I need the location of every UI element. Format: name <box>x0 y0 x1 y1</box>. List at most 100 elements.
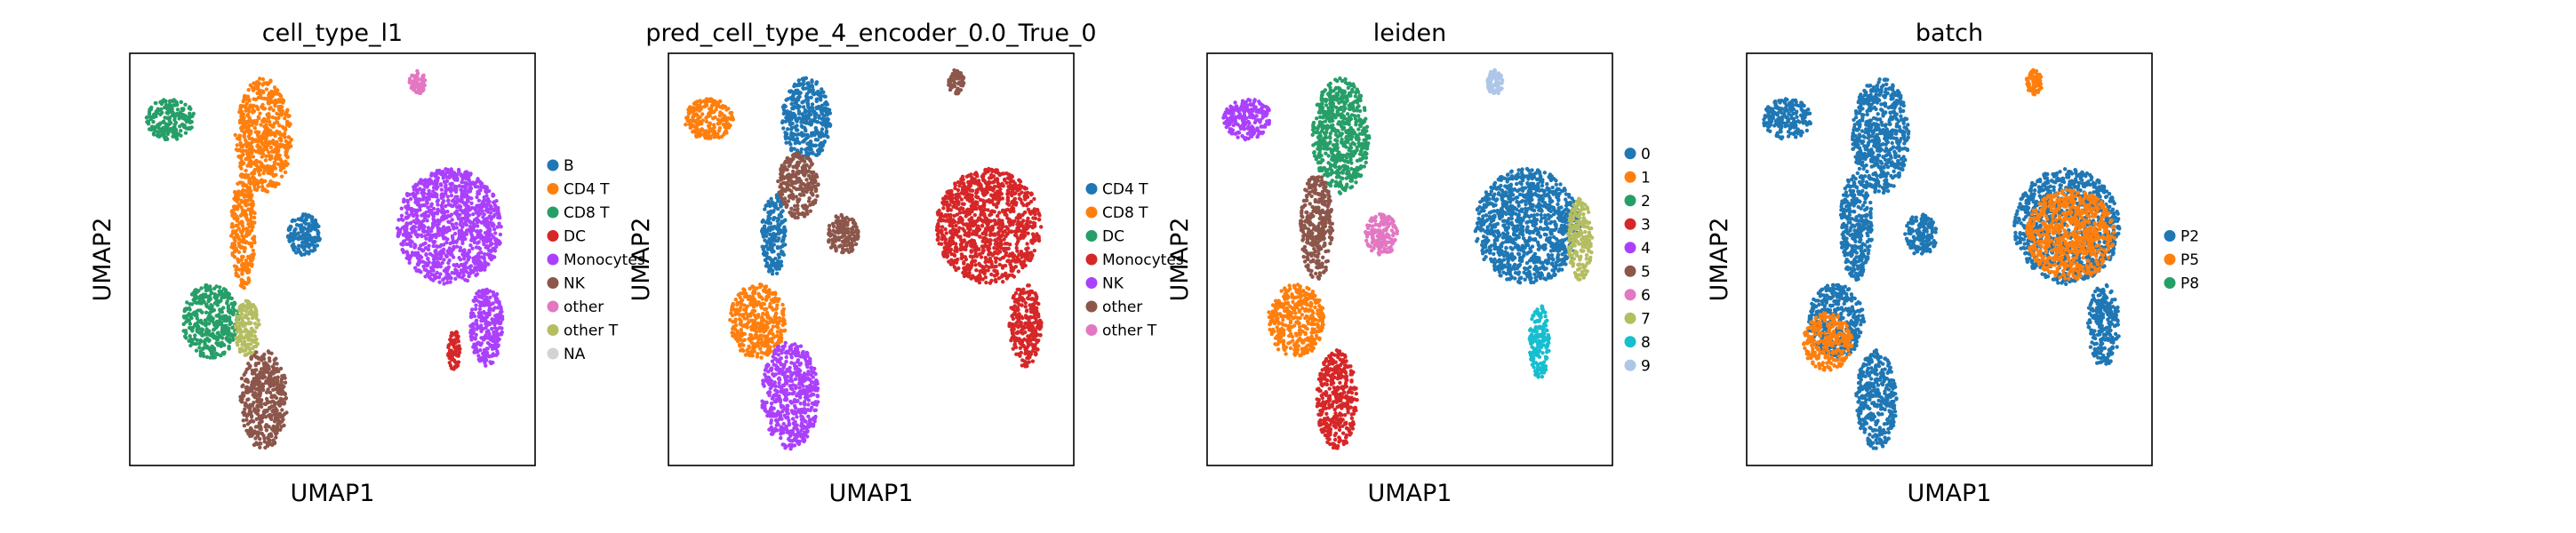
data-point <box>444 240 449 245</box>
data-point <box>698 122 703 126</box>
data-point <box>261 362 266 366</box>
data-point <box>269 91 274 96</box>
data-point <box>487 248 492 253</box>
data-point <box>267 366 271 371</box>
data-point <box>232 250 237 254</box>
data-point <box>243 266 247 272</box>
data-point <box>781 126 786 131</box>
data-point <box>477 306 483 312</box>
data-point <box>281 390 285 394</box>
data-point <box>405 193 410 198</box>
data-point <box>455 345 460 349</box>
data-point <box>246 222 251 227</box>
data-point <box>277 153 282 158</box>
data-point <box>728 111 732 115</box>
data-point <box>484 225 489 229</box>
data-point <box>239 376 244 381</box>
data-point <box>466 174 471 179</box>
data-point <box>799 170 804 174</box>
data-point <box>453 348 459 353</box>
data-point <box>252 183 257 187</box>
data-point <box>452 263 456 267</box>
data-point <box>424 252 428 258</box>
data-point <box>251 248 255 253</box>
data-point <box>407 258 412 262</box>
data-point <box>474 180 478 185</box>
data-point <box>254 179 259 185</box>
data-point <box>237 133 243 139</box>
data-point <box>246 428 251 434</box>
legend-marker <box>547 159 559 171</box>
data-point <box>241 183 245 188</box>
data-point <box>415 183 420 187</box>
data-point <box>700 112 705 116</box>
data-point <box>211 316 215 321</box>
data-point <box>148 115 153 119</box>
data-point <box>252 125 257 131</box>
data-point <box>441 176 445 180</box>
data-point <box>227 346 231 351</box>
data-point <box>471 212 476 217</box>
data-point <box>798 91 803 95</box>
data-point <box>222 324 227 329</box>
cluster-other T-9 <box>233 298 261 357</box>
data-point <box>261 410 267 414</box>
data-point <box>956 75 960 79</box>
data-point <box>476 252 481 257</box>
data-point <box>484 203 489 207</box>
data-point <box>811 192 815 196</box>
data-point <box>244 175 248 179</box>
data-point <box>240 384 244 389</box>
data-point <box>233 204 237 209</box>
data-point <box>257 147 261 151</box>
data-point <box>460 185 465 189</box>
data-point <box>783 136 788 141</box>
data-point <box>251 110 255 115</box>
data-point <box>249 203 253 207</box>
data-point <box>258 445 262 449</box>
data-point <box>179 113 183 118</box>
data-point <box>261 142 266 147</box>
data-point <box>428 177 432 182</box>
data-point <box>415 262 420 266</box>
data-point <box>466 258 470 262</box>
data-point <box>462 180 468 185</box>
data-point <box>707 123 712 128</box>
data-point <box>696 133 700 138</box>
data-point <box>234 228 238 234</box>
data-point <box>479 329 484 334</box>
data-point <box>696 116 700 122</box>
data-point <box>212 286 217 290</box>
data-point <box>312 243 316 249</box>
data-point <box>199 286 204 290</box>
data-point <box>483 235 487 240</box>
data-point <box>412 252 417 257</box>
data-point <box>492 193 496 198</box>
data-point <box>188 111 192 115</box>
data-point <box>266 140 270 145</box>
data-point <box>812 170 816 175</box>
data-point <box>459 228 464 233</box>
data-point <box>242 372 246 378</box>
data-point <box>418 254 422 259</box>
data-point <box>487 199 492 204</box>
data-point <box>460 211 466 215</box>
data-point <box>420 219 424 225</box>
data-point <box>827 238 831 243</box>
data-point <box>461 257 467 261</box>
data-point <box>261 119 266 124</box>
data-point <box>476 240 481 244</box>
data-point <box>264 164 268 170</box>
data-point <box>489 257 493 262</box>
data-point <box>439 251 444 256</box>
data-point <box>236 181 240 186</box>
data-point <box>188 302 192 306</box>
data-point <box>252 236 256 241</box>
data-point <box>236 155 241 159</box>
data-point <box>412 243 417 247</box>
data-point <box>252 81 256 85</box>
data-point <box>413 200 418 204</box>
data-point <box>251 220 255 225</box>
data-point <box>172 129 177 133</box>
data-point <box>210 306 214 311</box>
